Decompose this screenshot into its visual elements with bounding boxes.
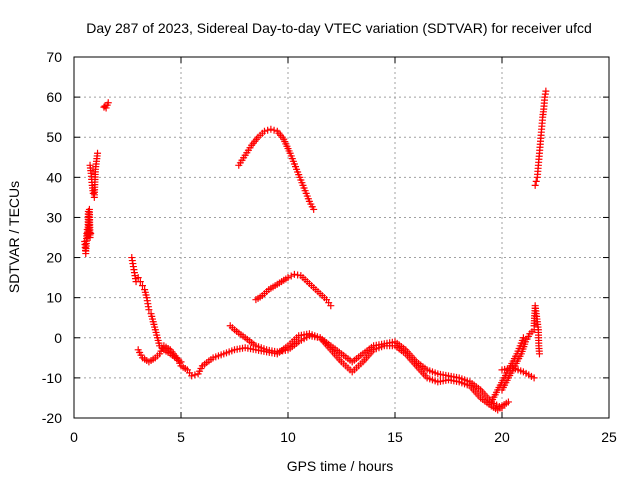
data-point: [89, 189, 97, 197]
data-point: [284, 274, 292, 282]
data-point: [260, 127, 268, 135]
data-point: [531, 181, 539, 189]
data-point: [86, 234, 94, 241]
x-tick-label: 0: [70, 429, 78, 445]
y-tick-label: 20: [46, 250, 62, 266]
data-point: [94, 149, 102, 157]
chart-title: Day 287 of 2023, Sidereal Day-to-day VTE…: [86, 20, 592, 36]
x-tick-label: 10: [280, 429, 296, 445]
data-point: [519, 334, 527, 342]
y-tick-label: 40: [46, 169, 62, 185]
data-point: [264, 126, 272, 134]
data-point: [145, 306, 153, 314]
data-point: [287, 272, 295, 280]
y-tick-label: 50: [46, 129, 62, 145]
data-points: [81, 87, 550, 414]
data-point: [327, 302, 335, 310]
y-axis-ticks: -20 -10 0 10 20 30 40 50 60 70: [42, 49, 609, 426]
data-point: [532, 177, 540, 185]
data-point: [104, 99, 112, 107]
data-point: [188, 372, 196, 380]
data-point: [498, 404, 506, 412]
x-tick-label: 5: [177, 429, 185, 445]
x-tick-label: 25: [601, 429, 617, 445]
y-tick-label: 60: [46, 89, 62, 105]
x-tick-label: 15: [387, 429, 403, 445]
data-point: [134, 274, 142, 282]
data-point: [310, 205, 318, 213]
data-point: [504, 398, 512, 406]
y-tick-label: 30: [46, 209, 62, 225]
y-tick-label: -20: [42, 410, 62, 426]
data-point: [535, 350, 543, 358]
y-tick-label: 0: [54, 330, 62, 346]
y-tick-label: 10: [46, 290, 62, 306]
data-point: [270, 126, 278, 134]
x-tick-label: 20: [494, 429, 510, 445]
plot-frame: [73, 56, 610, 419]
y-tick-label: -10: [42, 370, 62, 386]
data-point: [191, 371, 199, 379]
data-point: [136, 278, 144, 286]
data-point: [294, 271, 302, 279]
y-tick-label: 70: [46, 49, 62, 65]
data-point: [290, 270, 298, 278]
x-axis-label: GPS time / hours: [287, 458, 394, 474]
data-point: [542, 87, 550, 95]
data-point: [530, 374, 538, 382]
grid-lines: [74, 57, 609, 418]
data-point: [138, 282, 146, 290]
data-point: [267, 125, 275, 133]
data-point: [87, 229, 95, 237]
x-axis-ticks: 0 5 10 15 20 25: [70, 57, 617, 445]
y-axis-label: SDTVAR / TECUs: [6, 181, 22, 293]
